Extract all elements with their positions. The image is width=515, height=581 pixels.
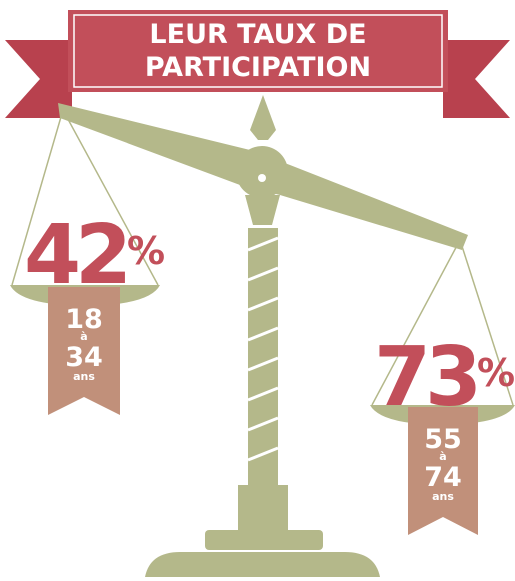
infographic: LEUR TAUX DE PARTICIPATION 42 % 18 à 34 …: [0, 0, 515, 577]
pivot-hole: [258, 174, 266, 182]
percent-value: 42: [24, 208, 126, 303]
percent-value: 73: [374, 330, 476, 425]
age-to: 74: [424, 462, 462, 493]
page: LEUR TAUX DE PARTICIPATION 42 % 18 à 34 …: [0, 0, 515, 577]
banner-tail-right: [443, 40, 510, 118]
percent-unit: %: [127, 229, 165, 273]
age-unit: ans: [432, 490, 454, 503]
collar: [245, 195, 280, 225]
title-line: PARTICIPATION: [145, 52, 371, 83]
pedestal: [238, 485, 288, 530]
finial: [250, 95, 276, 140]
title-line: LEUR TAUX DE: [149, 19, 366, 50]
age-unit: ans: [73, 370, 95, 383]
pivot: [236, 146, 288, 198]
banner: LEUR TAUX DE PARTICIPATION: [5, 10, 510, 118]
base: [145, 552, 380, 577]
percent-unit: %: [477, 351, 515, 395]
base-step: [205, 530, 323, 550]
age-to: 34: [65, 342, 103, 373]
